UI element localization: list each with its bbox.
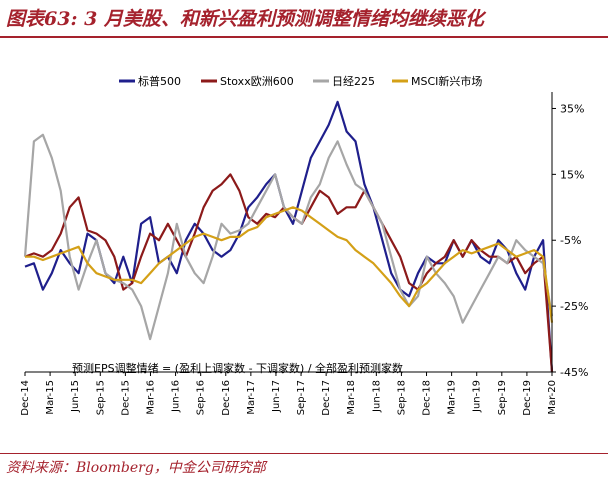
x-tick-label: Dec-16 xyxy=(221,380,232,416)
x-tick-label: Dec-14 xyxy=(20,380,31,416)
series-line-4 xyxy=(25,206,554,323)
x-tick-label: Jun-18 xyxy=(371,380,382,413)
figure-title: 图表63: 3 月美股、和新兴盈利预测调整情绪均继续恶化 xyxy=(6,8,484,30)
x-tick-label: Dec-17 xyxy=(321,380,332,416)
x-tick-label: Sep-15 xyxy=(95,380,106,415)
title-rule xyxy=(0,36,608,38)
x-tick-label: Mar-19 xyxy=(447,380,458,415)
x-tick-label: Jun-19 xyxy=(472,380,483,413)
x-tick-label: Sep-19 xyxy=(497,380,508,415)
legend-label-2: Stoxx欧洲600 xyxy=(220,75,294,88)
y-tick-label: -45% xyxy=(560,366,588,379)
x-tick-label: Sep-16 xyxy=(196,380,207,415)
x-tick-label: Sep-18 xyxy=(396,380,407,415)
y-tick-label: 15% xyxy=(560,168,584,181)
chart-legend: 标普500 Stoxx欧洲600 日经225 MSCI新兴市场 xyxy=(119,74,482,88)
x-tick-label: Jun-15 xyxy=(70,380,81,413)
x-tick-label: Dec-19 xyxy=(522,380,533,416)
legend-label-1: 标普500 xyxy=(138,74,181,88)
x-tick-label: Mar-17 xyxy=(246,380,257,415)
series-line-2 xyxy=(24,173,554,373)
x-tick-label: Jun-17 xyxy=(271,380,282,413)
series-line-1 xyxy=(24,100,554,373)
x-tick-label: Mar-20 xyxy=(547,380,558,415)
legend-label-4: MSCI新兴市场 xyxy=(411,74,482,88)
chart-note: 预测EPS调整情绪 = (盈利上调家数 - 下调家数) / 全部盈利预测家数 xyxy=(72,361,403,375)
x-tick-label: Dec-15 xyxy=(120,380,131,416)
series-line-3 xyxy=(23,133,554,341)
x-tick-label: Dec-18 xyxy=(422,380,433,416)
source-rule xyxy=(0,453,608,454)
y-tick-label: -5% xyxy=(560,234,581,247)
source-text: 资料来源：Bloomberg，中金公司研究部 xyxy=(6,460,266,476)
x-tick-label: Mar-18 xyxy=(346,380,357,415)
x-axis-ticks: Dec-14 Mar-15 Jun-15 Sep-15 Dec-15 Mar-16 Jun-… xyxy=(20,372,558,416)
x-tick-label: Mar-16 xyxy=(145,380,156,415)
series-layer xyxy=(23,100,554,373)
line-chart: 标普500 Stoxx欧洲600 日经225 MSCI新兴市场 35% 15% -5% -2… xyxy=(20,74,588,416)
legend-label-3: 日经225 xyxy=(332,75,375,88)
y-tick-label: -25% xyxy=(560,300,588,313)
y-tick-label: 35% xyxy=(560,102,584,115)
x-tick-label: Sep-17 xyxy=(296,380,307,415)
x-tick-label: Mar-15 xyxy=(45,380,56,415)
y-axis-ticks: 35% 15% -5% -25% -45% xyxy=(552,102,588,379)
x-tick-label: Jun-16 xyxy=(171,380,182,413)
